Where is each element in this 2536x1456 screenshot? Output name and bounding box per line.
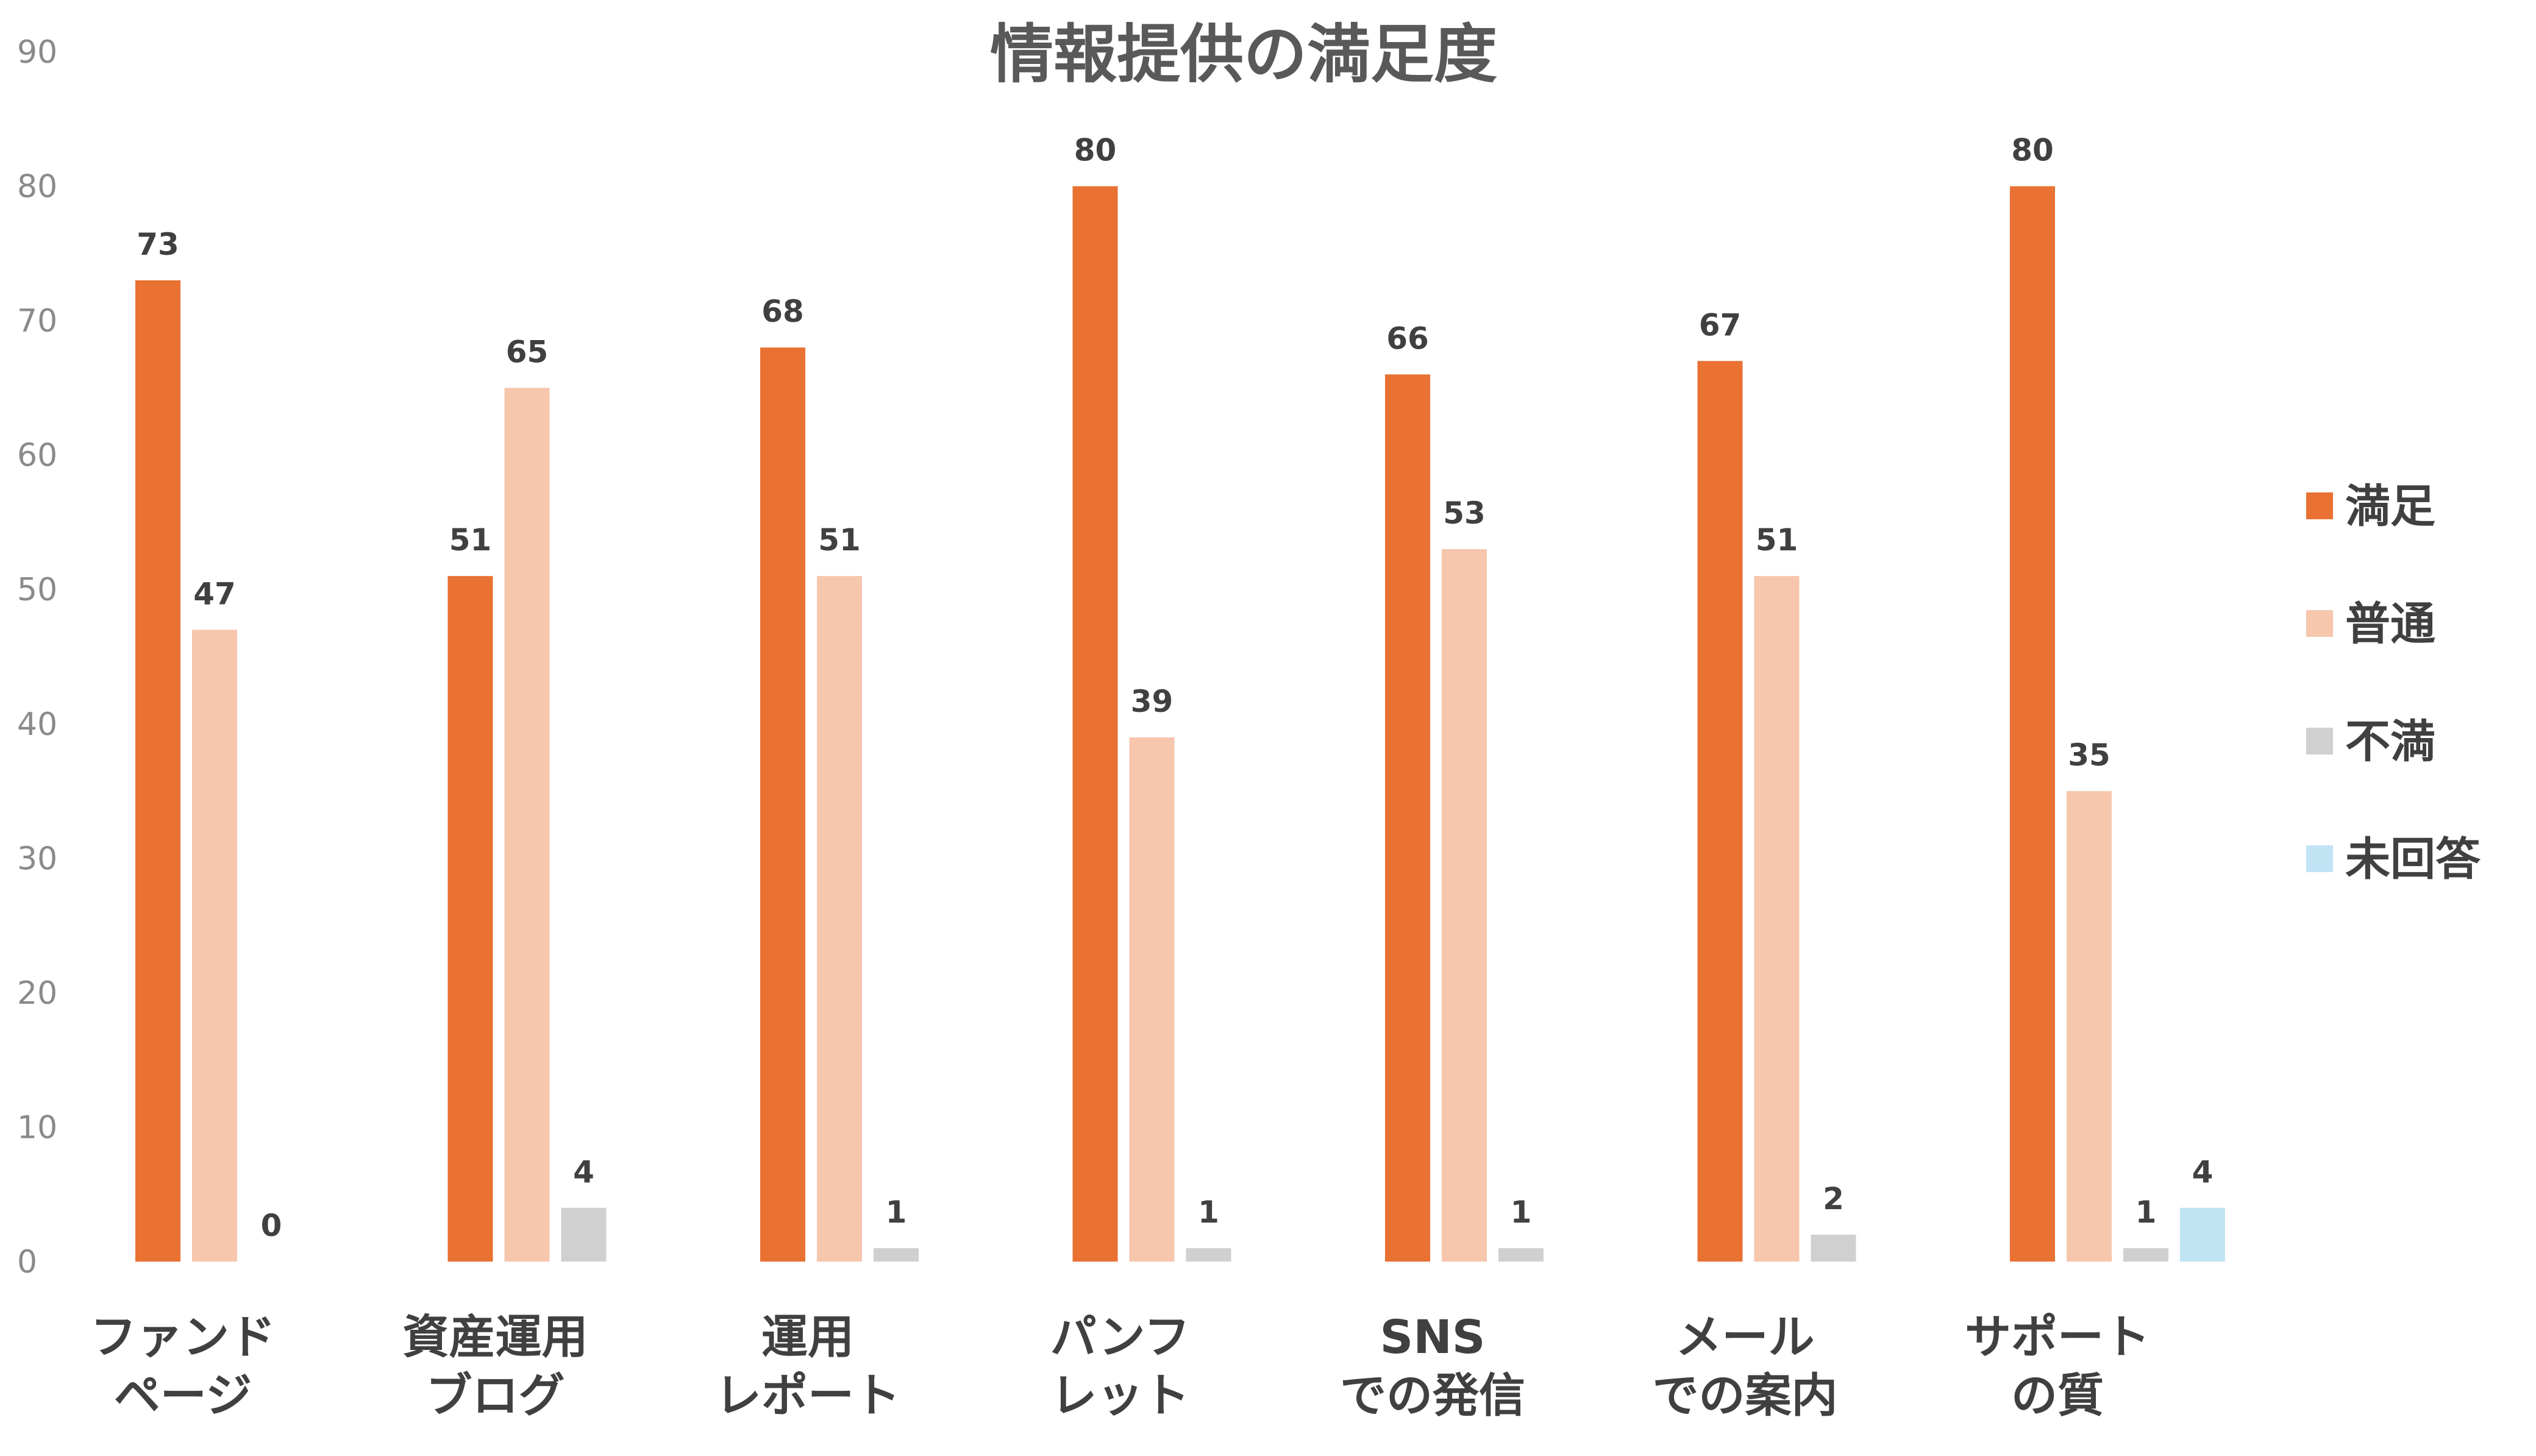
bar-満足	[1697, 361, 1743, 1262]
data-label: 51	[449, 522, 492, 558]
data-label: 39	[1131, 684, 1174, 719]
x-category-label: ブログ	[426, 1368, 565, 1422]
data-label: 4	[573, 1154, 594, 1190]
data-label: 53	[1443, 495, 1486, 531]
data-label: 1	[2135, 1195, 2157, 1230]
y-tick-label: 0	[17, 1244, 37, 1280]
bar-満足	[1072, 186, 1118, 1262]
data-label: 68	[761, 294, 804, 329]
bar-満足	[1385, 374, 1430, 1262]
bar-満足	[447, 576, 493, 1262]
x-category-label: の質	[2011, 1368, 2104, 1422]
y-tick-label: 20	[17, 975, 57, 1012]
data-label: 65	[506, 334, 549, 369]
bar-満足	[760, 347, 805, 1262]
x-category-label: メール	[1676, 1310, 1815, 1364]
x-category-label: での発信	[1340, 1368, 1525, 1422]
bar-普通	[1754, 576, 1800, 1262]
bar-不満	[1186, 1248, 1231, 1262]
data-label: 1	[1511, 1195, 1532, 1230]
legend-label: 不満	[2345, 716, 2435, 768]
data-label: 4	[2192, 1154, 2214, 1190]
data-label: 73	[137, 227, 179, 262]
data-label: 51	[1756, 522, 1798, 558]
y-tick-label: 60	[17, 438, 57, 474]
data-label: 47	[193, 576, 236, 611]
x-category-label: レット	[1051, 1368, 1190, 1422]
legend-swatch	[2306, 610, 2333, 637]
x-category-label: レポート	[715, 1368, 900, 1422]
legend-label: 満足	[2345, 480, 2435, 533]
bar-不満	[874, 1248, 919, 1262]
legend-label: 未回答	[2345, 833, 2481, 886]
bar-普通	[1442, 549, 1487, 1262]
data-label: 2	[1823, 1181, 1844, 1216]
data-label: 35	[2068, 737, 2110, 773]
x-category-label: サポート	[1965, 1310, 2150, 1364]
bar-普通	[504, 388, 550, 1262]
bars	[135, 186, 2225, 1262]
y-tick-label: 80	[17, 169, 57, 205]
x-category-label: での案内	[1653, 1368, 1838, 1422]
y-axis: 0 10 20 30 40 50 60 70 80 90	[17, 34, 57, 1280]
x-category-label: ファンド	[90, 1310, 276, 1364]
y-tick-label: 70	[17, 303, 57, 339]
bar-普通	[817, 576, 862, 1262]
bar-普通	[2067, 791, 2112, 1262]
data-label: 67	[1699, 307, 1742, 343]
y-tick-label: 90	[17, 34, 57, 71]
legend-label: 普通	[2345, 598, 2435, 650]
data-label: 1	[1198, 1195, 1219, 1230]
bar-満足	[2010, 186, 2055, 1262]
bar-普通	[192, 630, 237, 1262]
x-category-label: SNS	[1380, 1310, 1485, 1364]
data-label: 0	[261, 1208, 282, 1243]
x-category-label: 運用	[761, 1310, 854, 1364]
y-tick-label: 50	[17, 572, 57, 608]
data-label: 1	[886, 1195, 907, 1230]
bar-不満	[2123, 1248, 2168, 1262]
y-tick-label: 40	[17, 706, 57, 743]
data-label: 80	[1074, 133, 1117, 168]
y-tick-label: 10	[17, 1109, 57, 1146]
legend-swatch	[2306, 845, 2333, 872]
bar-不満	[1498, 1248, 1544, 1262]
chart-title: 情報提供の満足度	[990, 17, 1497, 91]
legend-swatch	[2306, 728, 2333, 755]
bar-不満	[1811, 1234, 1856, 1262]
x-category-label: パンフ	[1050, 1310, 1191, 1364]
x-category-label: 資産運用	[403, 1310, 588, 1364]
bar-未回答	[2180, 1207, 2225, 1262]
data-label: 80	[2011, 133, 2054, 168]
bar-満足	[135, 280, 180, 1262]
bar-不満	[561, 1207, 607, 1262]
x-category-label: ページ	[114, 1368, 252, 1422]
y-tick-label: 30	[17, 840, 57, 877]
data-label: 66	[1386, 321, 1429, 356]
data-label: 51	[818, 522, 861, 558]
legend-swatch	[2306, 492, 2333, 519]
bar-普通	[1129, 737, 1175, 1262]
